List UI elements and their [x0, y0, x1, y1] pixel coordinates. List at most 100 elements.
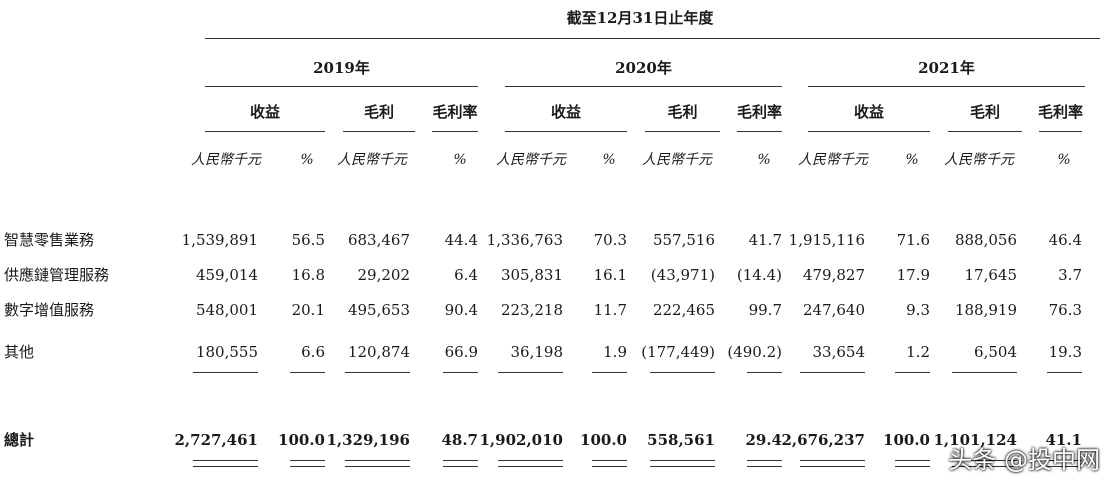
rule-line	[443, 466, 478, 467]
rule-line	[290, 460, 325, 461]
year-header: 2020年	[615, 59, 672, 77]
rule-line	[895, 460, 930, 461]
row-label: 供應鏈管理服務	[4, 266, 110, 284]
cell-value: 557,516	[652, 231, 715, 249]
rule-line	[800, 460, 865, 461]
rule-line	[800, 372, 865, 373]
rule-line	[345, 460, 410, 461]
rule-line	[443, 372, 478, 373]
rule-line	[193, 460, 258, 461]
rule-line	[737, 131, 782, 132]
cell-value: 459,014	[195, 266, 258, 284]
cell-value: 1,539,891	[181, 231, 258, 249]
cell-value: 46.4	[1048, 231, 1082, 249]
cell-value: 41.1	[1045, 431, 1082, 449]
cell-value: 9.3	[906, 301, 930, 319]
cell-value: 223,218	[500, 301, 563, 319]
rule-line	[1039, 131, 1082, 132]
rule-line	[290, 372, 325, 373]
cell-value: 1,336,763	[486, 231, 563, 249]
column-header: 毛利	[969, 103, 1001, 121]
cell-value: 29,202	[357, 266, 411, 284]
cell-value: 2,727,461	[174, 431, 258, 449]
rule-line	[747, 460, 782, 461]
rule-line	[505, 86, 782, 87]
cell-value: (490.2)	[727, 343, 782, 361]
cell-value: (177,449)	[641, 343, 715, 361]
unit-label: 人民幣千元	[798, 152, 868, 168]
cell-value: 70.3	[593, 231, 627, 249]
cell-value: 20.1	[291, 301, 325, 319]
cell-value: 41.7	[748, 231, 782, 249]
column-header: 毛利率	[1037, 103, 1084, 121]
watermark: 头条 @投中网	[948, 446, 1100, 474]
column-header: 毛利	[363, 103, 395, 121]
rule-line	[193, 466, 258, 467]
rule-line	[895, 466, 930, 467]
unit-label: %	[905, 152, 919, 168]
cell-value: 99.7	[748, 301, 782, 319]
cell-value: 222,465	[652, 301, 715, 319]
cell-value: 888,056	[954, 231, 1017, 249]
cell-value: 6,504	[974, 343, 1017, 361]
cell-value: 48.7	[441, 431, 478, 449]
column-header: 毛利率	[432, 103, 478, 121]
cell-value: 2,676,237	[781, 431, 865, 449]
rule-line	[800, 466, 865, 467]
cell-value: 100.0	[278, 431, 325, 449]
rule-line	[193, 372, 258, 373]
unit-label: 人民幣千元	[642, 152, 712, 168]
cell-value: 548,001	[195, 301, 258, 319]
rule-line	[205, 38, 1100, 39]
row-label: 其他	[4, 343, 35, 361]
cell-value: 11.7	[593, 301, 627, 319]
cell-value: 17,645	[964, 266, 1018, 284]
column-header: 毛利	[667, 103, 698, 121]
row-label: 智慧零售業務	[4, 231, 95, 249]
cell-value: 6.6	[301, 343, 325, 361]
rule-line	[1047, 372, 1082, 373]
cell-value: 180,555	[195, 343, 258, 361]
column-header: 收益	[249, 103, 281, 121]
rule-line	[498, 460, 563, 461]
rule-line	[895, 372, 930, 373]
cell-value: 100.0	[580, 431, 627, 449]
row-label: 數字增值服務	[4, 301, 95, 319]
cell-value: 6.4	[454, 266, 478, 284]
rule-line	[948, 131, 1022, 132]
cell-value: 36,198	[510, 343, 564, 361]
cell-value: 76.3	[1048, 301, 1082, 319]
rule-line	[343, 131, 415, 132]
rule-line	[808, 86, 1085, 87]
unit-label: %	[300, 152, 314, 168]
cell-value: 247,640	[802, 301, 865, 319]
rule-line	[1047, 460, 1082, 461]
cell-value: 16.8	[291, 266, 325, 284]
rule-line	[205, 131, 325, 132]
rule-line	[952, 460, 1017, 461]
rule-line	[505, 131, 627, 132]
rule-line	[808, 131, 930, 132]
cell-value: 56.5	[291, 231, 325, 249]
cell-value: 558,561	[647, 431, 715, 449]
cell-value: 29.4	[745, 431, 782, 449]
cell-value: 16.1	[593, 266, 627, 284]
rule-line	[592, 460, 627, 461]
cell-value: 100.0	[883, 431, 930, 449]
cell-value: 495,653	[347, 301, 410, 319]
rule-line	[1047, 466, 1082, 467]
rule-line	[592, 372, 627, 373]
cell-value: 683,467	[347, 231, 410, 249]
unit-label: %	[757, 152, 771, 168]
rule-line	[345, 372, 410, 373]
cell-value: (14.4)	[736, 266, 782, 284]
cell-value: 1,329,196	[326, 431, 410, 449]
unit-label: 人民幣千元	[337, 152, 407, 168]
rule-line	[952, 466, 1017, 467]
rule-line	[952, 372, 1017, 373]
cell-value: 1.9	[603, 343, 627, 361]
rule-line	[650, 372, 715, 373]
year-header: 2021年	[918, 59, 975, 77]
cell-value: 33,654	[812, 343, 866, 361]
